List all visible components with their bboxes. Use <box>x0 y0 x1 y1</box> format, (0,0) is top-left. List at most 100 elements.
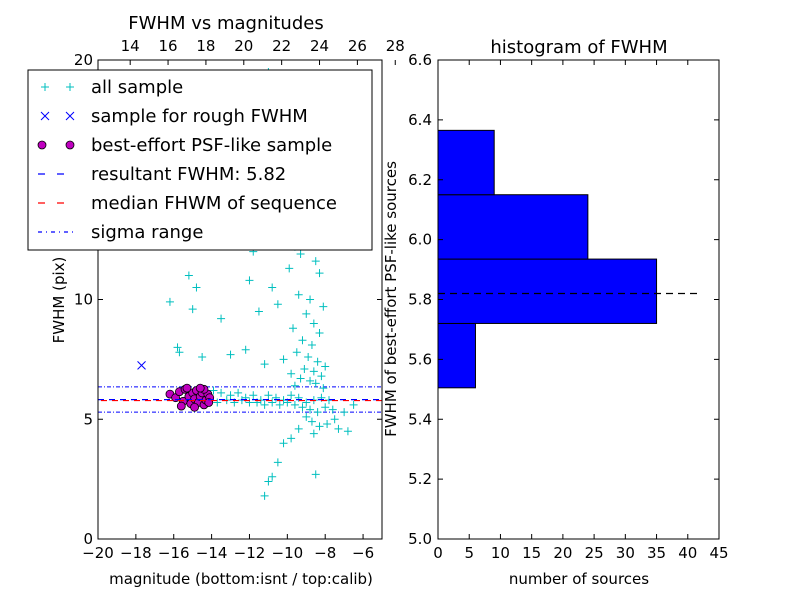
all-sample-point <box>315 269 324 278</box>
legend-label: resultant FWHM: 5.82 <box>91 164 286 185</box>
psf-sample-point <box>176 401 186 411</box>
all-sample-point <box>175 348 184 357</box>
all-sample-point <box>306 376 315 385</box>
all-sample-point <box>289 324 298 333</box>
all-sample-point <box>260 360 269 369</box>
x-tick-label: 5 <box>464 544 474 562</box>
histogram-y-label: FWHM of best-effort PSF-like sources <box>382 161 400 437</box>
all-sample-point <box>268 472 277 481</box>
all-sample-point <box>317 372 326 381</box>
x-tick-label: −14 <box>196 544 228 562</box>
histogram-bar <box>437 258 658 324</box>
legend-marker <box>37 140 47 150</box>
all-sample-point <box>275 400 284 409</box>
all-sample-point <box>323 420 332 429</box>
x-tick-label: −8 <box>314 544 336 562</box>
legend-marker <box>40 111 50 121</box>
legend-entry: all sample <box>41 77 183 98</box>
top-x-tick-label: 18 <box>196 37 215 55</box>
y-tick-label: 0 <box>83 530 93 548</box>
all-sample-point <box>245 276 254 285</box>
x-tick-label: −18 <box>120 544 152 562</box>
psf-sample-point <box>190 402 199 412</box>
legend-marker <box>41 83 49 91</box>
all-sample-point <box>302 412 311 421</box>
all-sample-point <box>294 424 303 433</box>
histogram-title: histogram of FWHM <box>490 37 667 58</box>
all-sample-point <box>209 386 218 395</box>
all-sample-point <box>296 249 305 258</box>
all-sample-point <box>213 398 222 407</box>
all-sample-point <box>311 379 320 388</box>
all-sample-point <box>226 350 235 359</box>
all-sample-point <box>315 329 324 338</box>
all-sample-point <box>311 257 320 266</box>
all-sample-point <box>264 477 273 486</box>
psf-sample-point <box>204 398 214 407</box>
y-tick-label: 6.4 <box>408 111 432 129</box>
legend-label: sample for rough FWHM <box>91 106 308 127</box>
legend-marker <box>65 140 75 150</box>
psf-sample-point <box>195 383 205 393</box>
x-tick-label: 0 <box>433 544 443 562</box>
all-sample-point <box>279 439 288 448</box>
legend-label: median FHWM of sequence <box>91 193 337 214</box>
x-tick-label: 15 <box>522 544 541 562</box>
all-sample-point <box>287 434 296 443</box>
all-sample-point <box>340 408 349 417</box>
all-sample-point <box>306 405 315 414</box>
all-sample-point <box>349 400 358 409</box>
all-sample-point <box>192 283 201 292</box>
all-sample-point <box>319 384 328 393</box>
y-tick-label: 6.0 <box>408 231 432 249</box>
histogram-bar <box>437 129 495 196</box>
rough-sample-point <box>137 361 146 370</box>
all-sample-point <box>296 374 305 383</box>
all-sample-point <box>271 393 280 402</box>
all-sample-point <box>287 391 296 400</box>
all-sample-point <box>302 398 311 407</box>
top-x-tick-label: 22 <box>272 37 291 55</box>
all-sample-point <box>260 491 269 500</box>
top-x-tick-label: 28 <box>386 37 405 55</box>
y-tick-label: 5.8 <box>408 291 432 309</box>
top-x-tick-label: 16 <box>159 37 178 55</box>
x-tick-label: 30 <box>616 544 635 562</box>
all-sample-point <box>328 405 337 414</box>
all-sample-point <box>309 319 318 328</box>
top-x-tick-label: 24 <box>310 37 329 55</box>
all-sample-point <box>294 393 303 402</box>
all-sample-point <box>304 352 313 361</box>
all-sample-point <box>165 297 174 306</box>
all-sample-point <box>268 398 277 407</box>
histogram-bars <box>437 129 658 389</box>
scatter-reference-lines <box>98 386 382 413</box>
histogram-x-label: number of sources <box>509 570 649 588</box>
x-tick-label: 10 <box>491 544 510 562</box>
all-sample-point <box>343 427 352 436</box>
legend-box <box>27 69 373 251</box>
scatter-legend: all sample sample for rough FWHM best-effo… <box>27 69 373 251</box>
x-tick-label: −6 <box>352 544 374 562</box>
all-sample-point <box>298 403 307 412</box>
x-tick-label: −20 <box>82 544 114 562</box>
y-tick-label: 5.6 <box>408 350 432 368</box>
x-tick-label: 35 <box>647 544 666 562</box>
x-tick-label: −10 <box>272 544 304 562</box>
histogram-panel: histogram of FWHM 0 5 10 15 20 25 30 35 40 45 5.0 5… <box>382 37 729 588</box>
all-sample-point <box>188 305 197 314</box>
all-sample-point <box>198 352 207 361</box>
all-sample-point <box>307 341 316 350</box>
all-sample-point <box>273 300 282 309</box>
all-sample-point <box>309 429 318 438</box>
all-sample-point <box>321 403 330 412</box>
histogram-bar <box>437 194 589 260</box>
scatter-title: FWHM vs magnitudes <box>128 13 323 34</box>
x-tick-label: 25 <box>585 544 604 562</box>
y-tick-label: 5.2 <box>408 470 432 488</box>
y-tick-label: 5.4 <box>408 410 432 428</box>
y-tick-label: 5 <box>83 410 93 428</box>
legend-label: best-effort PSF-like sample <box>91 135 332 156</box>
all-sample-point <box>313 408 322 417</box>
